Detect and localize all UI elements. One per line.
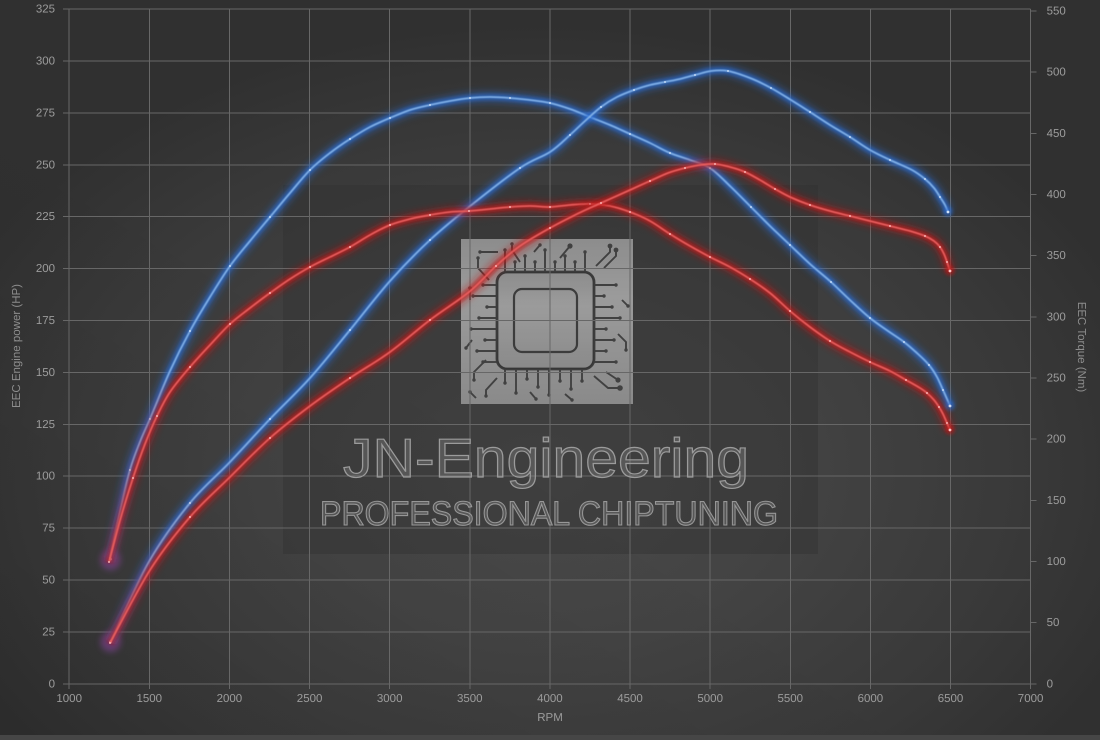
svg-text:550: 550	[1047, 6, 1066, 18]
svg-text:EEC Engine power (HP): EEC Engine power (HP)	[11, 284, 23, 408]
svg-text:5500: 5500	[778, 693, 804, 705]
svg-text:6500: 6500	[938, 693, 964, 705]
svg-text:150: 150	[36, 367, 55, 379]
svg-text:RPM: RPM	[537, 712, 563, 724]
svg-text:0: 0	[49, 678, 55, 690]
svg-text:275: 275	[36, 107, 55, 119]
svg-text:2500: 2500	[297, 693, 323, 705]
svg-text:225: 225	[36, 211, 55, 223]
svg-text:EEC Torque (Nm): EEC Torque (Nm)	[1075, 302, 1087, 393]
svg-text:JN-Engineering: JN-Engineering	[343, 427, 749, 489]
svg-text:200: 200	[36, 263, 55, 275]
svg-text:50: 50	[42, 575, 55, 587]
svg-text:450: 450	[1047, 128, 1066, 140]
svg-text:500: 500	[1047, 67, 1066, 79]
svg-text:0: 0	[1047, 678, 1053, 690]
svg-text:75: 75	[42, 523, 55, 535]
svg-text:300: 300	[1047, 311, 1066, 323]
svg-text:1000: 1000	[56, 693, 82, 705]
svg-text:50: 50	[1047, 617, 1060, 629]
svg-text:25: 25	[42, 626, 55, 638]
svg-text:250: 250	[1047, 373, 1066, 385]
svg-text:100: 100	[36, 471, 55, 483]
svg-text:325: 325	[36, 4, 55, 16]
svg-text:5000: 5000	[697, 693, 723, 705]
svg-text:6000: 6000	[858, 693, 884, 705]
svg-text:175: 175	[36, 315, 55, 327]
svg-text:100: 100	[1047, 556, 1066, 568]
svg-text:200: 200	[1047, 434, 1066, 446]
svg-text:125: 125	[36, 419, 55, 431]
svg-text:400: 400	[1047, 189, 1066, 201]
svg-text:4500: 4500	[617, 693, 643, 705]
svg-text:350: 350	[1047, 250, 1066, 262]
svg-text:3500: 3500	[457, 693, 483, 705]
svg-text:2000: 2000	[217, 693, 243, 705]
svg-text:250: 250	[36, 159, 55, 171]
svg-text:PROFESSIONAL CHIPTUNING: PROFESSIONAL CHIPTUNING	[320, 495, 778, 533]
svg-text:4000: 4000	[537, 693, 563, 705]
svg-text:150: 150	[1047, 495, 1066, 507]
svg-text:300: 300	[36, 56, 55, 68]
svg-text:3000: 3000	[377, 693, 403, 705]
svg-text:7000: 7000	[1018, 693, 1044, 705]
svg-text:1500: 1500	[137, 693, 163, 705]
